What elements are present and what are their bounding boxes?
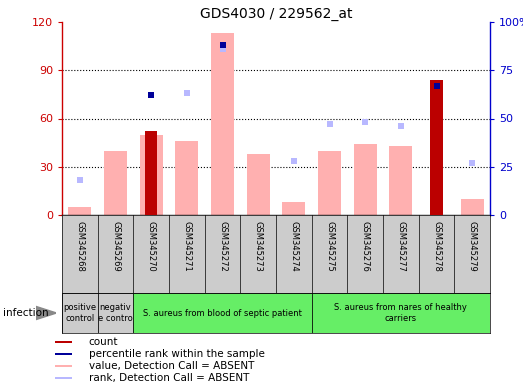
Text: GSM345270: GSM345270: [146, 221, 156, 272]
Bar: [98, 293, 133, 333]
Text: GSM345277: GSM345277: [396, 221, 405, 272]
Bar: [318, 151, 341, 215]
Text: rank, Detection Call = ABSENT: rank, Detection Call = ABSENT: [89, 373, 249, 383]
Bar: [145, 131, 157, 215]
Text: positive
control: positive control: [63, 303, 96, 323]
Polygon shape: [36, 306, 56, 320]
Title: GDS4030 / 229562_at: GDS4030 / 229562_at: [200, 7, 353, 21]
Bar: [104, 151, 127, 215]
Bar: [55, 377, 72, 379]
Bar: [55, 353, 72, 356]
Bar: [55, 364, 72, 367]
Bar: [133, 293, 312, 333]
Text: GSM345272: GSM345272: [218, 221, 227, 272]
Text: negativ
e contro: negativ e contro: [98, 303, 133, 323]
Bar: [354, 144, 377, 215]
Bar: [140, 134, 163, 215]
Text: S. aureus from blood of septic patient: S. aureus from blood of septic patient: [143, 308, 302, 318]
Bar: [461, 199, 484, 215]
Bar: [389, 146, 413, 215]
Text: value, Detection Call = ABSENT: value, Detection Call = ABSENT: [89, 361, 254, 371]
Bar: [175, 141, 198, 215]
Bar: [211, 33, 234, 215]
Bar: [312, 293, 490, 333]
Bar: [430, 80, 443, 215]
Text: GSM345275: GSM345275: [325, 221, 334, 272]
Bar: [55, 341, 72, 343]
Bar: [246, 154, 270, 215]
Text: GSM345274: GSM345274: [289, 221, 298, 272]
Bar: [282, 202, 305, 215]
Text: GSM345276: GSM345276: [361, 221, 370, 272]
Text: infection: infection: [3, 308, 48, 318]
Text: GSM345271: GSM345271: [183, 221, 191, 272]
Text: GSM345269: GSM345269: [111, 221, 120, 272]
Text: percentile rank within the sample: percentile rank within the sample: [89, 349, 265, 359]
Text: S. aureus from nares of healthy
carriers: S. aureus from nares of healthy carriers: [334, 303, 467, 323]
Text: GSM345273: GSM345273: [254, 221, 263, 272]
Text: count: count: [89, 337, 118, 347]
Bar: [68, 207, 92, 215]
Bar: [62, 293, 98, 333]
Text: GSM345278: GSM345278: [432, 221, 441, 272]
Text: GSM345268: GSM345268: [75, 221, 84, 272]
Text: GSM345279: GSM345279: [468, 221, 476, 272]
